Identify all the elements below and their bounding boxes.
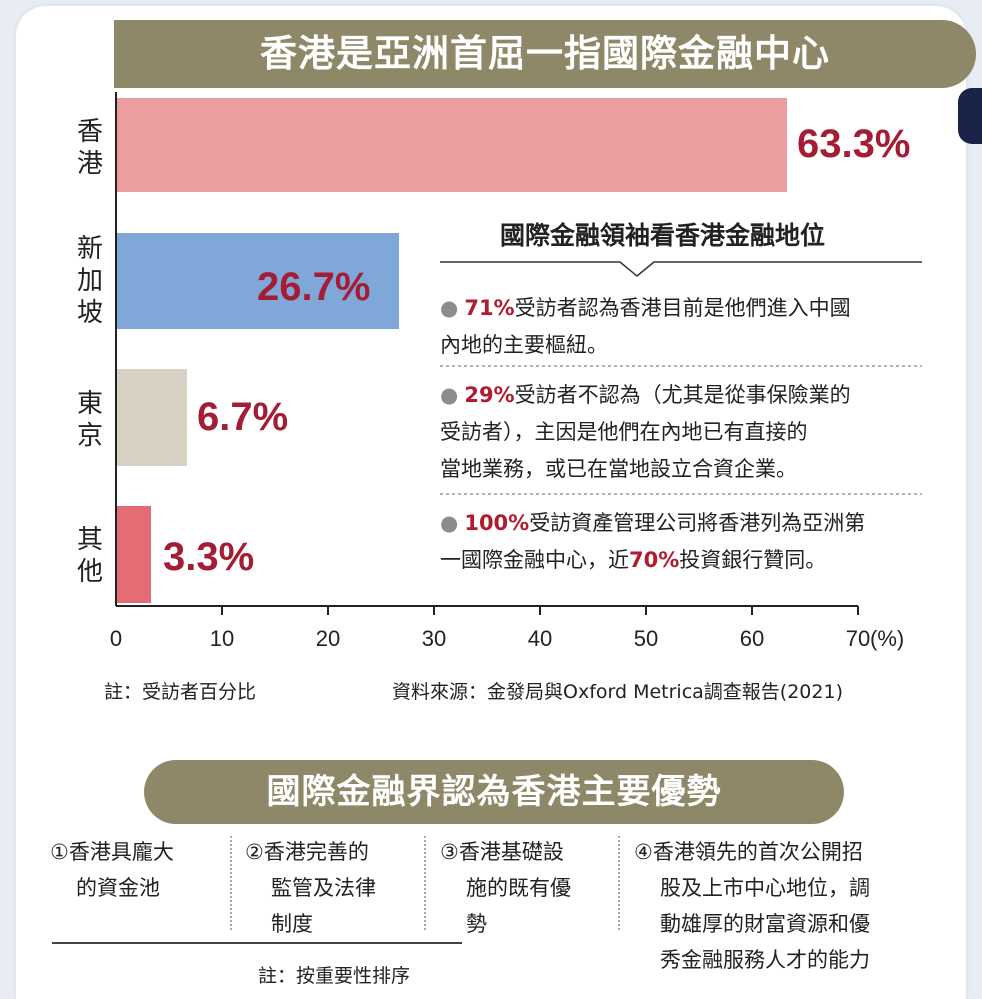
bar-value-label: 6.7%: [197, 395, 288, 439]
category-label-sg: 新加坡: [76, 234, 103, 328]
chart-note: 註：受訪者百分比: [104, 681, 257, 703]
callout-bullet: ● 100%受訪資產管理公司將香港列為亞洲第 一國際金融中心，近70%投資銀行贊同…: [440, 511, 866, 572]
column-divider: [618, 836, 620, 930]
page-title: 香港是亞洲首屈一指國際金融中心: [114, 20, 976, 88]
column-divider: [424, 836, 426, 930]
advantage-item: ③香港基礎設 施的既有優 勢: [440, 840, 571, 936]
footnote-rule: [52, 942, 462, 944]
callout-bullet: ● 29%受訪者不認為（尤其是從事保險業的 受訪者），主因是他們在內地已有直接的 …: [440, 383, 851, 481]
bullet-highlight: 100%: [464, 511, 530, 535]
callout-title: 國際金融領袖看香港金融地位: [500, 221, 826, 250]
source-note: 資料來源：金發局與Oxford Metrica調查報告(2021): [392, 681, 843, 703]
x-tick-label: 20: [316, 626, 340, 651]
callout-pointer: [440, 261, 922, 277]
navy-edge-tab: [958, 88, 982, 144]
bullet-highlight: 71%: [464, 296, 515, 320]
bar-value-label: 26.7%: [257, 265, 370, 309]
bar: [116, 98, 787, 192]
advantage-item: ④香港領先的首次公開招 股及上市中心地位，調 動雄厚的財富資源和優 秀金融服務人…: [634, 840, 870, 972]
x-tick-label: 0: [110, 626, 122, 651]
bar-value-label: 63.3%: [797, 122, 910, 166]
x-unit-label: (%): [870, 626, 904, 651]
bar-chart: 63.3% 26.7% 6.7% 3.3% 0 10 20 30 40 50 60 70 (%): [110, 92, 922, 651]
x-tick-label: 10: [210, 626, 234, 651]
x-tick-label: 40: [528, 626, 552, 651]
bullet-dot-icon: ●: [440, 296, 459, 320]
bar: [116, 506, 151, 603]
category-label-hk: 香港: [76, 117, 103, 179]
bar: [116, 369, 188, 466]
bullet-highlight: 29%: [464, 383, 515, 407]
x-tick-label: 60: [740, 626, 764, 651]
x-tick-label: 50: [634, 626, 658, 651]
advantage-item: ②香港完善的 監管及法律 制度: [245, 840, 376, 936]
bullet-dot-icon: ●: [440, 383, 459, 407]
bar-value-label: 3.3%: [163, 535, 254, 579]
bullet-highlight: 70%: [629, 548, 680, 572]
column-divider: [230, 836, 232, 930]
x-tick-label: 70: [846, 626, 870, 651]
category-label-other: 其他: [76, 525, 103, 587]
bar: [116, 233, 400, 329]
bullet-dot-icon: ●: [440, 511, 459, 535]
category-label-tokyo: 東京: [76, 389, 103, 451]
callout-bullet: ● 71%受訪者認為香港目前是他們進入中國 內地的主要樞紐。: [440, 296, 851, 357]
advantage-item: ①香港具龐大 的資金池: [50, 840, 174, 900]
section-title: 國際金融界認為香港主要優勢: [144, 760, 844, 824]
bottom-note: 註：按重要性排序: [258, 965, 411, 987]
x-tick-label: 30: [422, 626, 446, 651]
